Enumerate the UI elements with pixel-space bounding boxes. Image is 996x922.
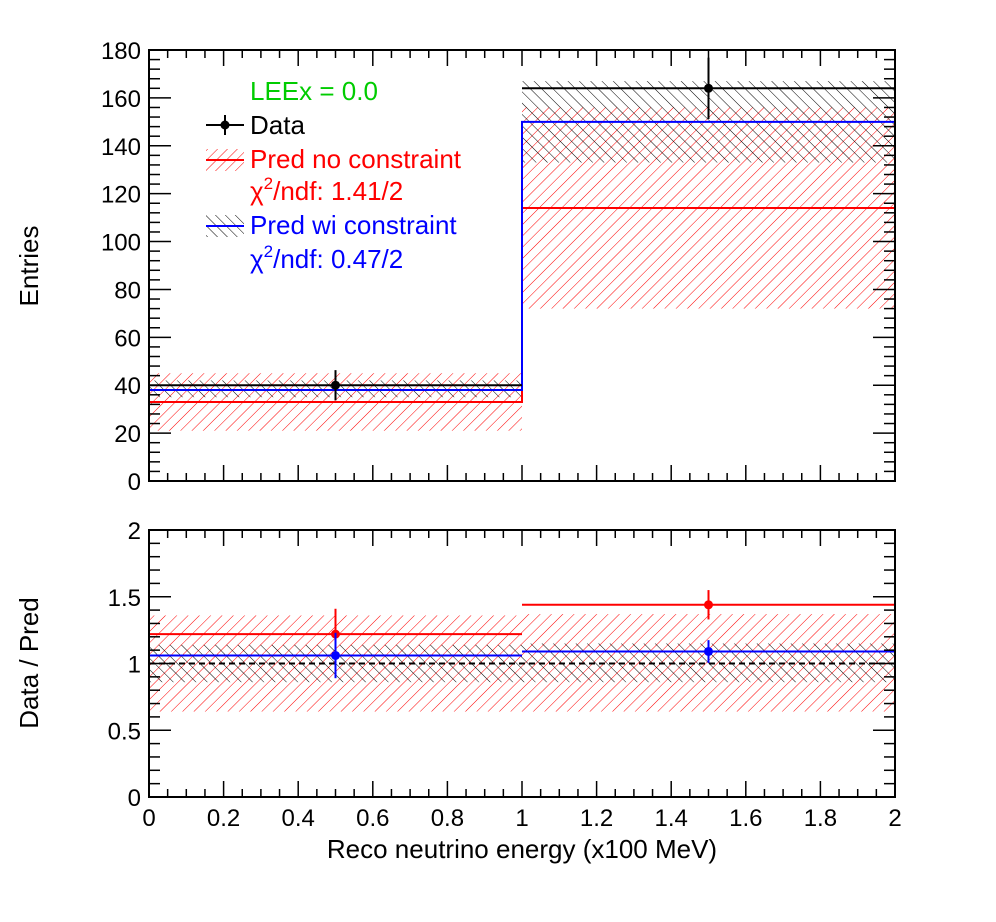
legend-label-data: Data [250,110,305,140]
x-tick-labels: 0 0.2 0.4 0.6 0.8 1 1.2 1.4 1.6 1.8 2 [142,805,901,832]
xtick-label-9: 1.8 [804,805,837,832]
legend-chi2-pred-wi-constraint: χ2/ndf: 0.47/2 [250,242,403,274]
bottom-y-tick-labels: 0 0.5 1 1.5 2 [108,518,141,812]
xtick-label-8: 1.6 [729,805,762,832]
legend-entry-pred-no-constraint: Pred no constraint χ2/ndf: 1.41/2 [206,144,462,206]
xtick-label-4: 0.8 [431,805,464,832]
legend-entry-pred-wi-constraint: Pred wi constraint χ2/ndf: 0.47/2 [206,210,457,274]
top-y-tick-labels: 0 20 40 60 80 100 120 140 160 180 [101,38,141,496]
ratio-point-pred_wi_constraint-1 [704,646,713,656]
legend: LEEx = 0.0 Data Pred no constraint χ2/nd… [206,76,462,274]
xtick-label-6: 1.2 [580,805,613,832]
legend-label-pred-no-constraint: Pred no constraint [250,144,462,174]
top-ytick-label-9: 180 [101,38,141,65]
bottom-axis-ticks [148,529,896,798]
top-ytick-label-0: 0 [128,469,141,496]
legend-chi2-pred-no-constraint: χ2/ndf: 1.41/2 [250,174,403,206]
ratio-point-pred_no_constraint-1 [704,600,713,610]
xtick-label-1: 0.2 [207,805,240,832]
bottom-panel: 0 0.5 1 1.5 2 0 0.2 0.4 0.6 0.8 1 1.2 1.4 1.6 1.8 2 Da… [14,518,902,864]
top-ytick-label-8: 160 [101,86,141,113]
bottom-ytick-label-0: 0 [128,785,141,812]
top-data-points [331,57,713,401]
bottom-ytick-label-2: 1 [128,652,141,679]
x-axis-title: Reco neutrino energy (x100 MeV) [327,834,717,864]
top-ytick-label-5: 100 [101,230,141,257]
data-point-0 [331,380,340,390]
step-line-pred_wi_constraint [149,120,895,481]
top-ytick-label-2: 40 [114,373,141,400]
top-panel: 0 20 40 60 80 100 120 140 160 180 Entries LEEx = … [14,38,896,496]
xtick-label-5: 1 [515,805,528,832]
xtick-label-0: 0 [142,805,155,832]
bottom-ytick-label-4: 2 [128,518,141,545]
legend-label-pred-wi-constraint: Pred wi constraint [250,210,457,240]
data-point-1 [704,83,713,93]
bottom-ytick-label-1: 0.5 [108,718,141,745]
xtick-label-7: 1.4 [655,805,688,832]
top-axis-ticks [148,49,896,482]
ratio-point-pred_wi_constraint-0 [331,650,340,660]
ratio-points [331,590,713,679]
top-ytick-label-6: 120 [101,182,141,209]
xtick-label-2: 0.4 [282,805,315,832]
legend-header: LEEx = 0.0 [250,76,378,106]
top-ytick-label-7: 140 [101,134,141,161]
top-ytick-label-1: 20 [114,421,141,448]
top-ytick-label-4: 80 [114,277,141,304]
bottom-y-axis-title: Data / Pred [14,597,44,729]
top-ytick-label-3: 60 [114,325,141,352]
legend-entry-data: Data [206,110,305,140]
step-line-pred_no_constraint [149,207,895,481]
bottom-ytick-label-3: 1.5 [108,585,141,612]
xtick-label-3: 0.6 [356,805,389,832]
xtick-label-10: 2 [888,805,901,832]
top-y-axis-title: Entries [14,226,44,307]
